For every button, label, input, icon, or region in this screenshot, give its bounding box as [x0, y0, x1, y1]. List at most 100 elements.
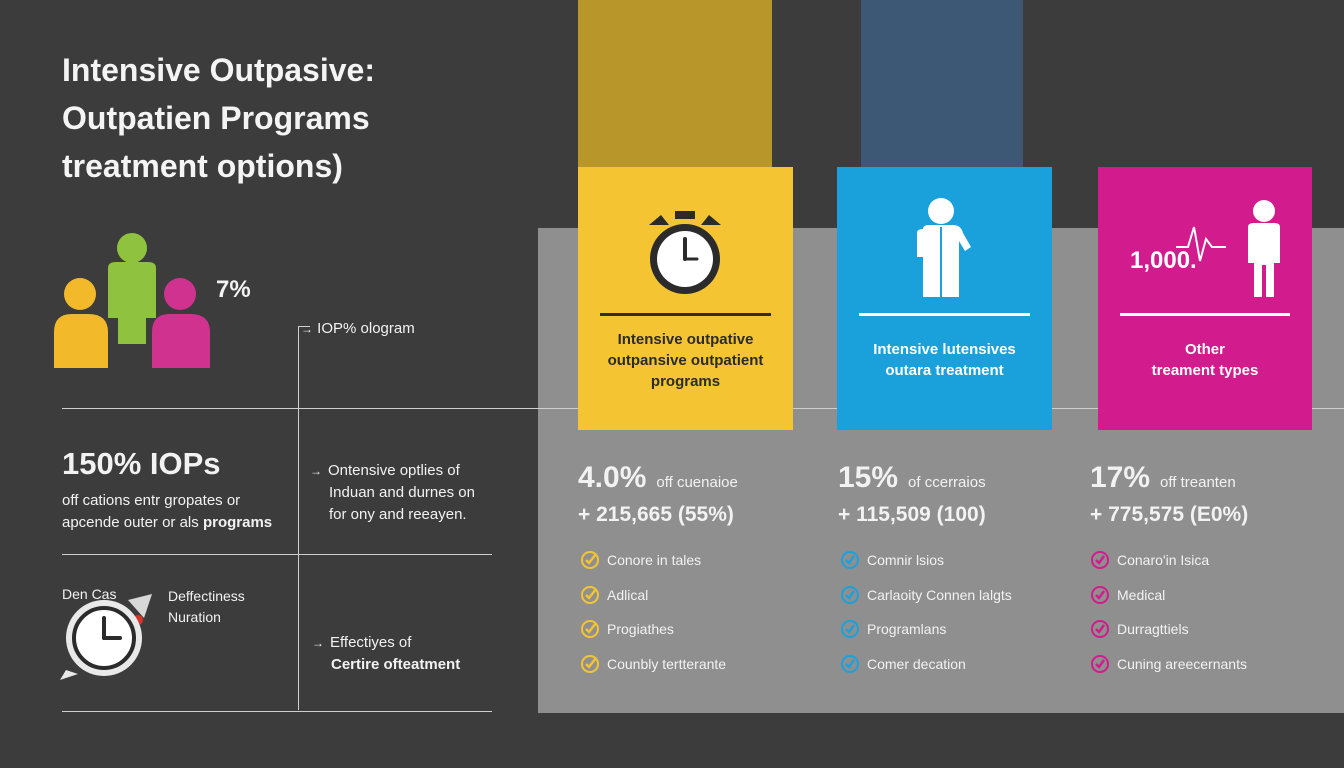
checklist-item: Comer decation [841, 647, 1081, 682]
column-stat-other: 17% off treanten + 775,575 (E0%) [1090, 462, 1340, 531]
arrow-icon: → [310, 464, 322, 478]
people-group-icon [54, 233, 210, 368]
title-line-1: Intensive Outpasive: [62, 52, 375, 88]
card-divider [1120, 313, 1290, 316]
checklist-text: Durragttiels [1117, 621, 1189, 638]
checklist-item: Adlical [581, 578, 821, 613]
arrow-note-3: → Effectiyes of Certire ofteatment [312, 632, 502, 676]
card-other-treatment: 1,000. Other treament types [1098, 167, 1312, 430]
checklist-text: Progiathes [607, 621, 674, 638]
arrow-note-2: → Ontensive optlies of Induan and durnes … [310, 460, 500, 526]
effectiveness-label-line: Deffectiness [168, 588, 245, 604]
checklist-text: Comer decation [867, 655, 966, 672]
arrow-note-text: Induan and durnes on [329, 484, 475, 501]
stat-desc-line: off cations entr gropates or [62, 492, 241, 509]
card-label-line: outpansive outpatient [607, 352, 764, 369]
checklist-text: Medical [1117, 586, 1166, 603]
divider-line [62, 711, 492, 712]
card-iop: Intensive outpative outpansive outpatien… [578, 167, 793, 430]
doctor-icon [917, 198, 971, 297]
checklist-iop: Conore in tales Adlical Progiathes Counb… [581, 543, 821, 681]
bottom-label: Den Cas [62, 586, 117, 602]
card-label: Other treament types [1108, 339, 1302, 381]
clock-pin-icon [60, 594, 152, 680]
stat-desc-line: apcende outer or als programs [62, 512, 292, 534]
check-circle-icon [581, 585, 599, 604]
check-circle-icon [841, 585, 859, 604]
checklist-item: Cuning areecernants [1091, 647, 1331, 682]
card-divider [600, 313, 771, 316]
column-stat-iop: 4.0% off cuenaioe + 215,665 (55%) [578, 462, 828, 531]
card-label-line: Other [1184, 341, 1225, 358]
checklist-text: Carlaoity Connen lalgts [867, 586, 1012, 603]
stat-amount: + 215,665 (55%) [578, 503, 734, 526]
alarm-clock-icon [649, 211, 721, 294]
yellow-top-bar [578, 0, 772, 168]
card-label-line: Intensive outpative [617, 331, 754, 348]
iop-stat: 150% IOPs [62, 446, 221, 481]
arrow-note-text: Certire ofteatment [331, 656, 461, 673]
stat-percent: 17% [1090, 461, 1151, 494]
check-circle-icon [1091, 654, 1109, 673]
column-stat-intensive: 15% of ccerraios + 115,509 (100) [838, 462, 1088, 531]
arrow-icon: → [301, 322, 313, 336]
check-circle-icon [581, 551, 599, 570]
checklist-text: Conore in tales [607, 552, 702, 569]
page-title: Intensive Outpasive: Outpatien Programs … [62, 46, 482, 190]
stat-percent: 4.0% [578, 461, 647, 494]
arrow-note-text: Ontensive optlies of [328, 462, 460, 479]
checklist-item: Carlaoity Connen lalgts [841, 578, 1081, 613]
effectiveness-label: Deffectiness Nuration [168, 586, 245, 628]
card-label-line: Intensive lutensives [873, 341, 1016, 358]
check-circle-icon [1091, 585, 1109, 604]
checklist-text: Adlical [607, 586, 649, 603]
checklist-text: Programlans [867, 621, 947, 638]
divider-line [62, 554, 492, 555]
people-percent: 7% [216, 276, 251, 303]
checklist-text: Counbly tertterante [607, 655, 727, 672]
blue-top-bar [861, 0, 1023, 168]
checklist-other: Conaro'in Isica Medical Durragttiels Cun… [1091, 543, 1331, 681]
checklist-item: Conore in tales [581, 543, 821, 578]
stat-desc-text: apcende outer or als [62, 514, 203, 531]
check-circle-icon [841, 551, 859, 570]
arrow-note-text: Effectiyes of [330, 634, 412, 651]
stat-percent-desc: of ccerraios [908, 474, 986, 491]
title-line-3: treatment options) [62, 148, 343, 184]
arrow-icon: → [312, 636, 324, 650]
connector-line [298, 326, 310, 327]
connector-line [298, 326, 299, 710]
title-line-2: Outpatien Programs [62, 100, 370, 136]
card-divider [859, 313, 1030, 316]
card-icon-number: 1,000. [1130, 247, 1197, 274]
check-circle-icon [841, 654, 859, 673]
card-label-line: programs [650, 373, 721, 390]
checklist-item: Durragttiels [1091, 612, 1331, 647]
checklist-intensive: Comnir lsios Carlaoity Connen lalgts Pro… [841, 543, 1081, 681]
card-label: Intensive outpative outpansive outpatien… [588, 329, 783, 392]
checklist-item: Medical [1091, 578, 1331, 613]
card-label-line: outara treatment [885, 362, 1004, 379]
card-label-line: treament types [1151, 362, 1259, 379]
person-heartbeat-icon [1176, 200, 1280, 297]
checklist-item: Programlans [841, 612, 1081, 647]
arrow-note-1: → IOP% ologram [301, 318, 415, 340]
iop-stat-description: off cations entr gropates or apcende out… [62, 490, 292, 534]
stat-amount: + 775,575 (E0%) [1090, 503, 1249, 526]
checklist-item: Conaro'in Isica [1091, 543, 1331, 578]
checklist-text: Cuning areecernants [1117, 655, 1247, 672]
card-intensive-treatment: Intensive lutensives outara treatment [837, 167, 1052, 430]
checklist-item: Progiathes [581, 612, 821, 647]
stat-amount: + 115,509 (100) [838, 503, 986, 526]
checklist-text: Comnir lsios [867, 552, 945, 569]
check-circle-icon [581, 620, 599, 639]
card-label: Intensive lutensives outara treatment [847, 339, 1042, 381]
effectiveness-label-line: Nuration [168, 609, 221, 625]
arrow-note-text: IOP% ologram [317, 320, 415, 337]
checklist-item: Counbly tertterante [581, 647, 821, 682]
stat-percent-desc: off treanten [1160, 474, 1236, 491]
check-circle-icon [1091, 551, 1109, 570]
checklist-text: Conaro'in Isica [1117, 552, 1210, 569]
check-circle-icon [581, 654, 599, 673]
check-circle-icon [1091, 620, 1109, 639]
